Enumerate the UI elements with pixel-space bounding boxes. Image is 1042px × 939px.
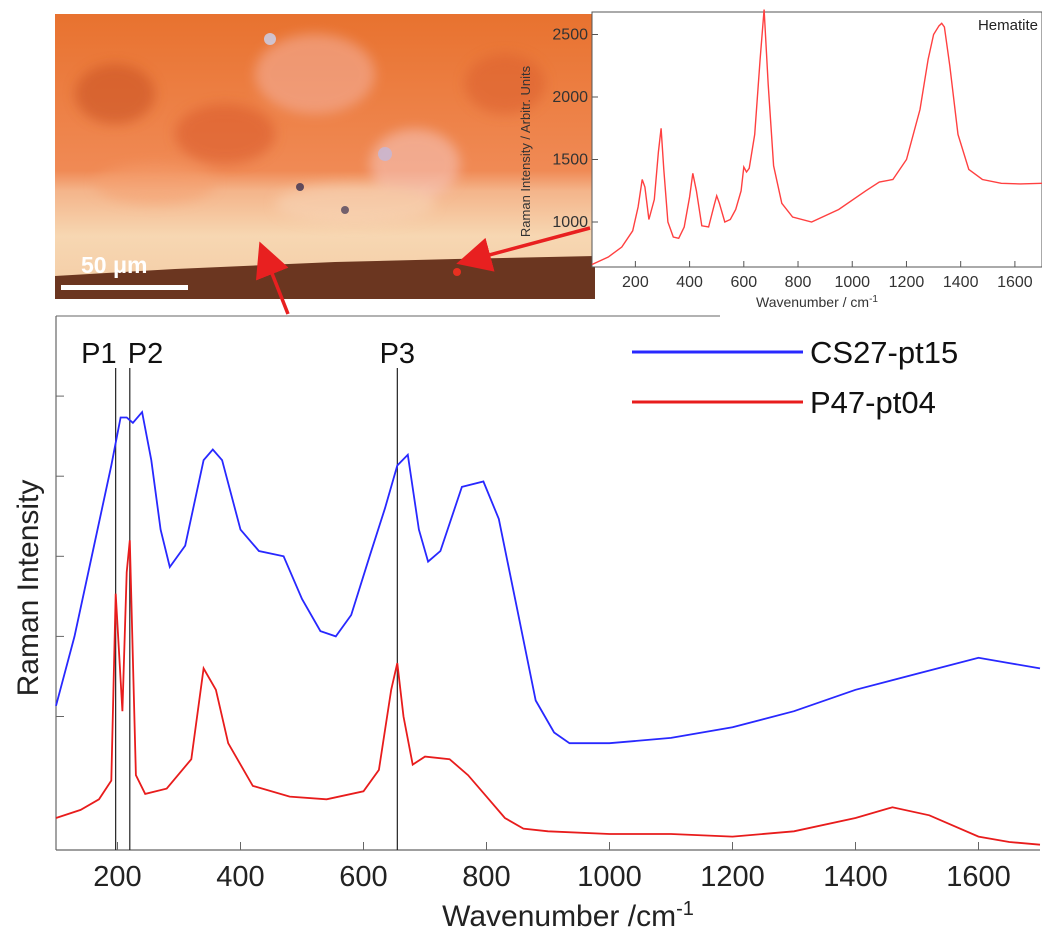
main-x-tick-label: 400 (216, 861, 264, 893)
inset-y-tick-label: 1000 (552, 214, 588, 231)
main-x-tick-label: 200 (93, 861, 141, 893)
peak-label-p2: P2 (128, 338, 163, 370)
peak-label-p3: P3 (380, 338, 415, 370)
raman-spectra-chart: 200 400 600 800 1000 1200 1400 1600 P1 P2 P3 CS27-p… (0, 300, 1042, 934)
main-x-axis-label-sup: -1 (676, 898, 694, 920)
micrograph-photo: 50 μm (55, 14, 595, 299)
inset-x-tick-label: 1400 (943, 274, 979, 291)
legend-label-p47-pt04: P47-pt04 (810, 385, 936, 420)
inset-x-tick-label: 800 (785, 274, 812, 291)
inset-y-tick-label: 2500 (552, 27, 588, 44)
main-x-tick-label: 1200 (700, 861, 765, 893)
inset-x-tick-label: 1000 (834, 274, 870, 291)
inset-x-tick-label: 400 (676, 274, 703, 291)
inset-x-tick-label: 1200 (889, 274, 925, 291)
inset-x-tick-label: 200 (622, 274, 649, 291)
series-line-cs27-pt15 (55, 410, 1041, 745)
hematite-reference-chart: 200 400 600 800 1000 1200 1400 1600 1000 1500 2000… (518, 0, 1042, 320)
peak-label-p1: P1 (81, 338, 116, 370)
inset-x-axis-label-sup: -1 (869, 294, 878, 305)
hematite-spectrum-line (591, 9, 1042, 266)
main-x-tick-label: 1400 (823, 861, 888, 893)
scale-bar (61, 285, 188, 290)
inset-title: Hematite (978, 17, 1038, 34)
main-x-tick-label: 600 (339, 861, 387, 893)
inset-y-tick-label: 2000 (552, 89, 588, 106)
main-x-tick-label: 1600 (946, 861, 1011, 893)
series-line-p47-pt04 (55, 540, 1041, 846)
main-x-tick-label: 800 (462, 861, 510, 893)
inset-plot-frame (591, 11, 1042, 268)
inset-y-tick-label: 1500 (552, 152, 588, 169)
inset-x-axis-label: Wavenumber / cm-1 (756, 294, 878, 311)
inset-x-tick-label: 600 (730, 274, 757, 291)
legend-label-cs27-pt15: CS27-pt15 (810, 335, 958, 370)
inset-x-tick-label: 1600 (997, 274, 1033, 291)
main-x-tick-label: 1000 (577, 861, 642, 893)
main-y-axis-label: Raman Intensity (12, 480, 45, 697)
scale-label: 50 μm (81, 252, 148, 278)
inset-y-axis-label: Raman Intensity / Arbitr. Units (520, 65, 533, 237)
main-x-axis-label: Wavenumber /cm-1 (442, 898, 694, 933)
